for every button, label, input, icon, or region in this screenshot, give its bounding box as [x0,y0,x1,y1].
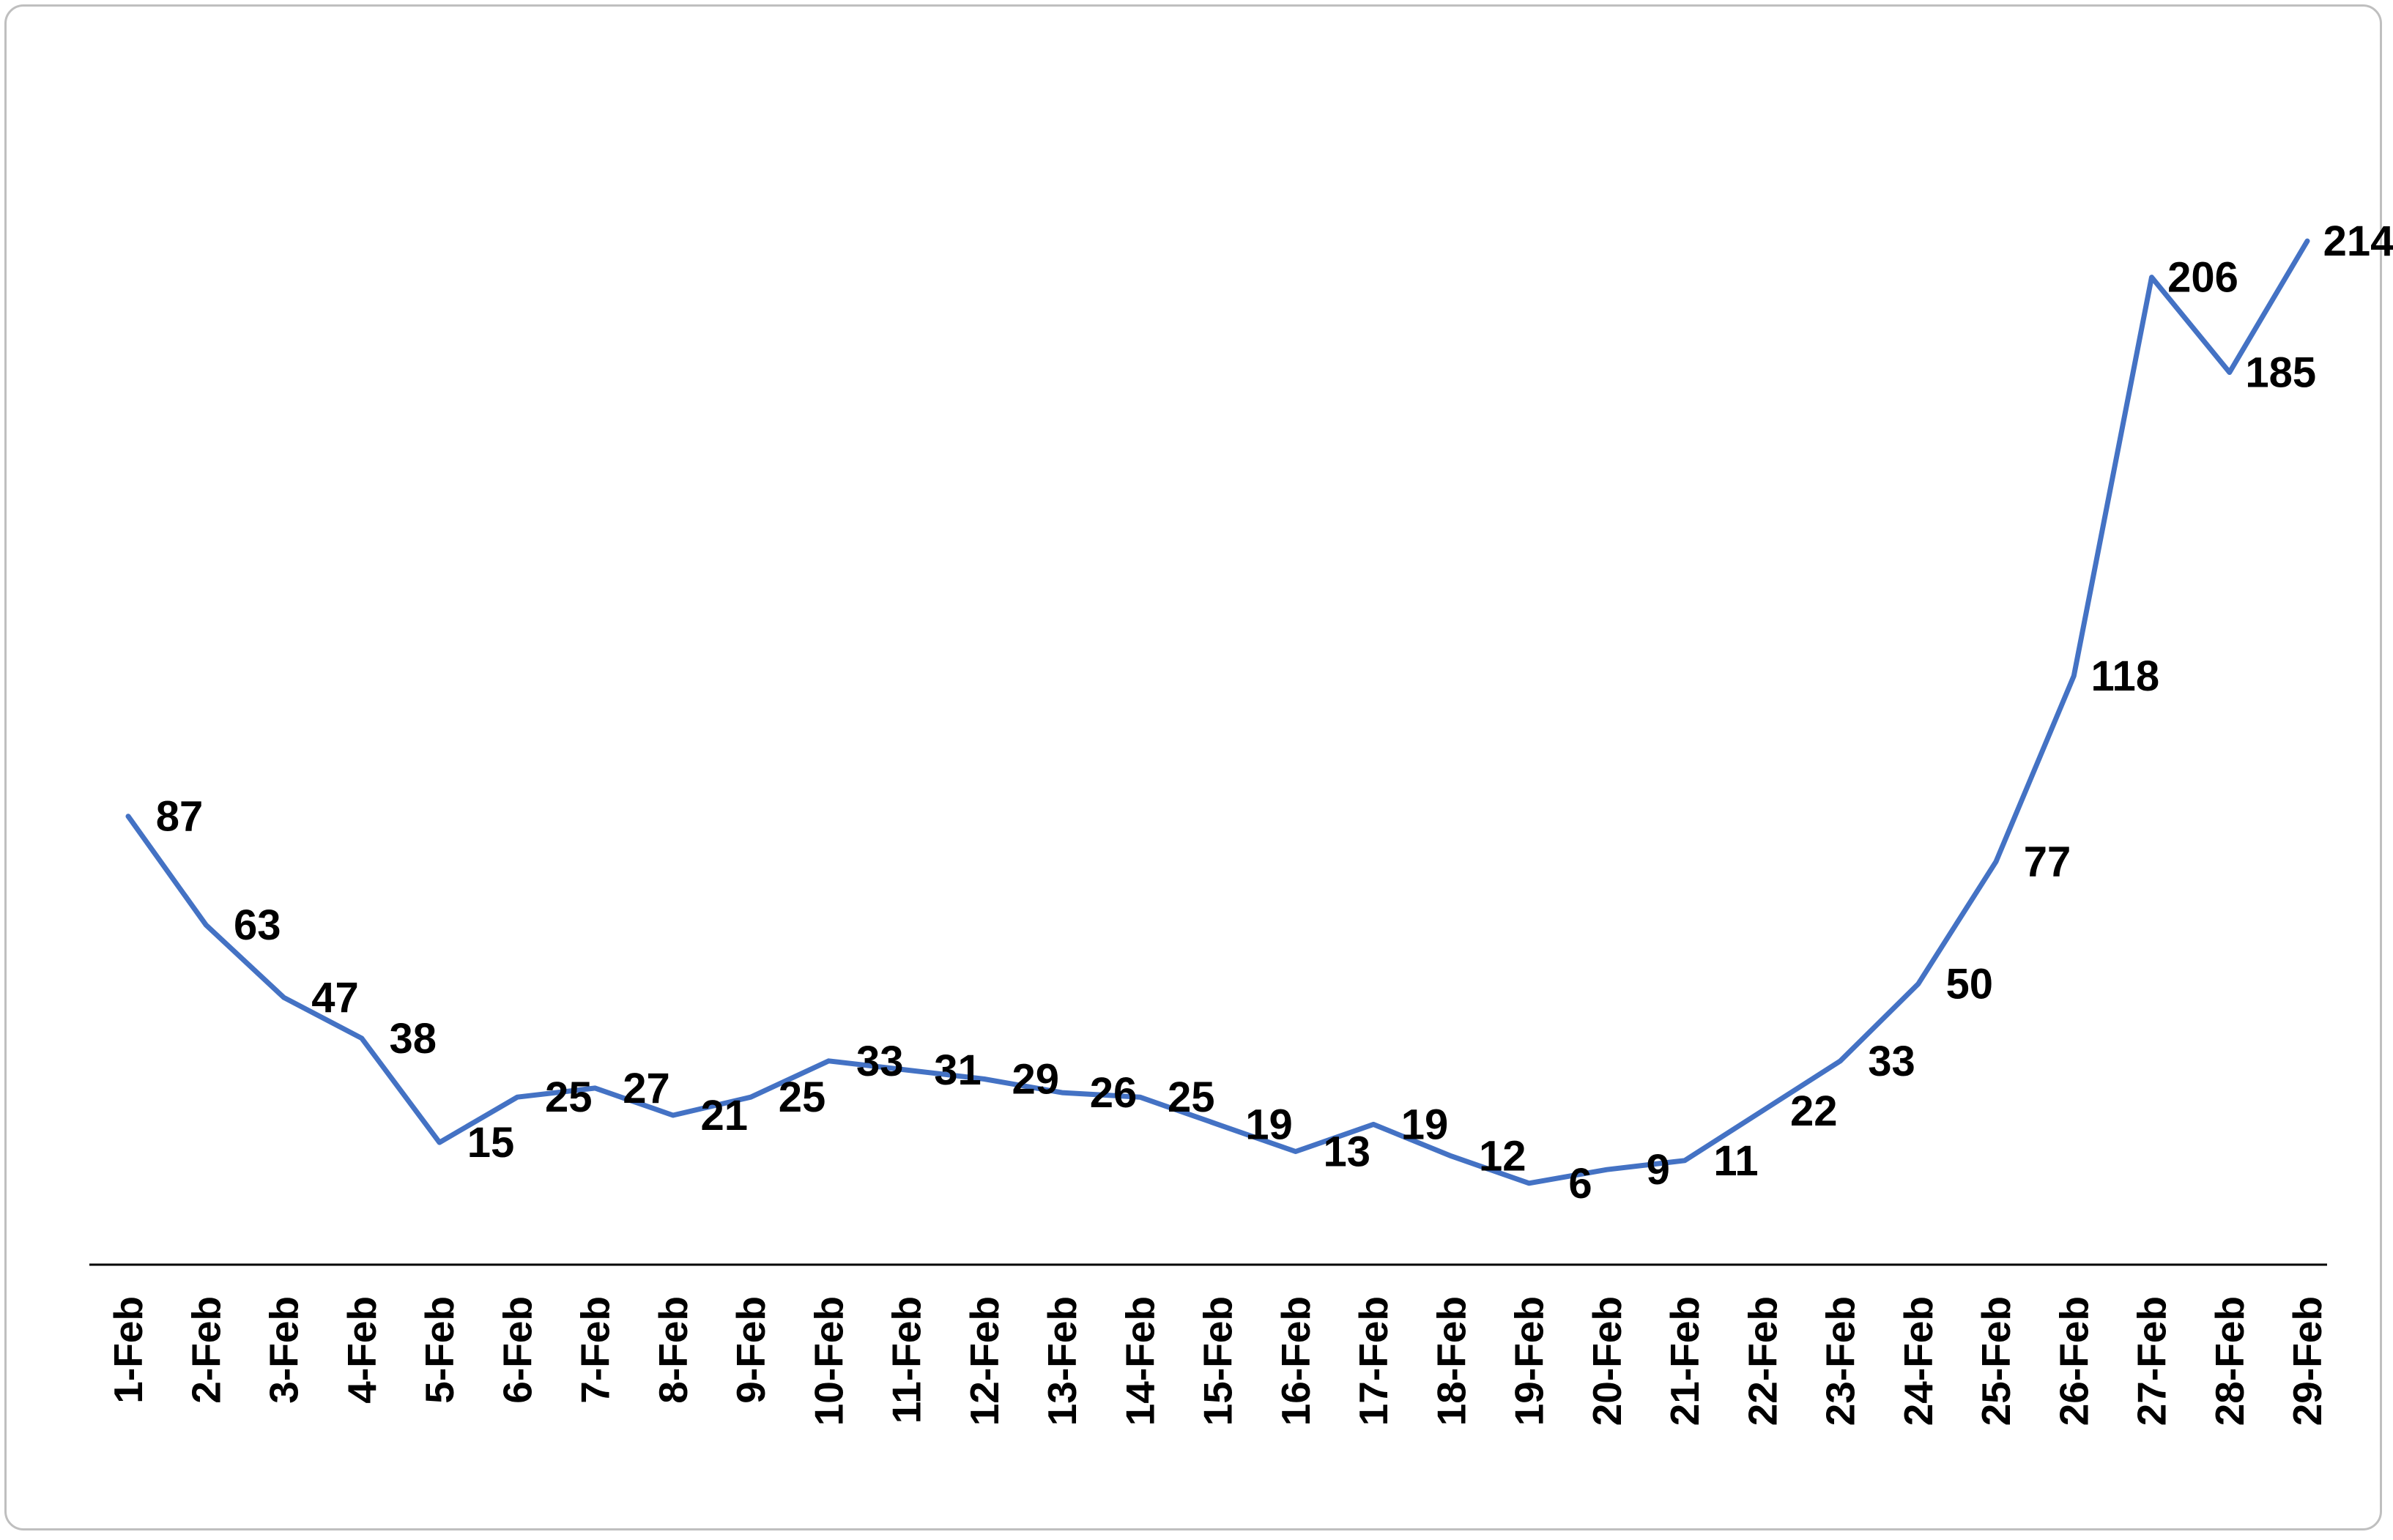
data-label-14-Feb: 25 [1168,1074,1215,1121]
data-label-8-Feb: 21 [701,1092,749,1139]
data-label-17-Feb: 19 [1401,1101,1449,1148]
series-line [125,238,2310,1186]
data-label-11-Feb: 31 [934,1046,982,1094]
x-tick-7-Feb: 7-Feb [573,1296,618,1404]
data-label-1-Feb: 87 [156,793,204,841]
data-label-15-Feb: 19 [1245,1101,1293,1148]
data-label-12-Feb: 29 [1012,1056,1060,1104]
data-label-27-Feb: 206 [2167,254,2238,302]
x-tick-25-Feb: 25-Feb [1973,1296,2019,1426]
data-label-7-Feb: 27 [623,1065,670,1112]
data-label-21-Feb: 11 [1713,1137,1758,1185]
data-label-4-Feb: 38 [390,1015,437,1063]
x-tick-9-Feb: 9-Feb [728,1296,773,1404]
data-label-10-Feb: 33 [856,1038,904,1085]
x-tick-12-Feb: 12-Feb [962,1296,1007,1426]
x-tick-5-Feb: 5-Feb [417,1296,462,1404]
x-tick-26-Feb: 26-Feb [2051,1296,2096,1426]
x-tick-19-Feb: 19-Feb [1507,1296,1552,1426]
x-tick-1-Feb: 1-Feb [105,1296,151,1404]
data-label-19-Feb: 6 [1568,1160,1592,1208]
data-label-22-Feb: 22 [1790,1087,1838,1135]
data-label-9-Feb: 25 [779,1074,826,1121]
x-tick-10-Feb: 10-Feb [806,1296,851,1426]
x-tick-2-Feb: 2-Feb [183,1296,229,1404]
data-label-25-Feb: 77 [2024,838,2071,886]
x-tick-27-Feb: 27-Feb [2129,1296,2175,1426]
data-label-26-Feb: 118 [2091,652,2160,700]
chart-frame [4,4,2382,1530]
x-tick-15-Feb: 15-Feb [1195,1296,1241,1426]
x-tick-17-Feb: 17-Feb [1351,1296,1396,1426]
x-tick-20-Feb: 20-Feb [1584,1296,1630,1426]
data-label-2-Feb: 63 [234,901,281,949]
data-label-6-Feb: 25 [545,1074,593,1121]
x-tick-18-Feb: 18-Feb [1428,1296,1474,1426]
x-tick-11-Feb: 11-Feb [884,1296,930,1424]
x-tick-28-Feb: 28-Feb [2207,1296,2252,1426]
x-tick-16-Feb: 16-Feb [1273,1296,1318,1426]
x-tick-labels: 1-Feb 2-Feb 3-Feb 4-Feb 5-Feb 6-Feb 7-Feb 8-Feb… [105,1296,2330,1426]
x-tick-22-Feb: 22-Feb [1740,1296,1785,1426]
x-tick-8-Feb: 8-Feb [650,1296,696,1404]
data-label-13-Feb: 26 [1090,1069,1138,1117]
data-label-28-Feb: 185 [2245,349,2316,397]
x-tick-3-Feb: 3-Feb [261,1296,307,1404]
x-tick-13-Feb: 13-Feb [1039,1296,1085,1426]
data-label-24-Feb: 50 [1946,961,1994,1008]
data-label-29-Feb: 214 [2323,217,2393,265]
data-label-5-Feb: 15 [467,1119,515,1167]
x-tick-6-Feb: 6-Feb [494,1296,540,1404]
x-tick-23-Feb: 23-Feb [1818,1296,1863,1426]
x-tick-29-Feb: 29-Feb [2285,1296,2330,1426]
data-label-3-Feb: 47 [311,974,359,1022]
x-tick-14-Feb: 14-Feb [1117,1296,1162,1426]
data-labels: 87 63 47 38 15 25 27 21 25 33 31 29 26 25 19 13 19 12 6 9 11… [156,217,2393,1208]
data-label-20-Feb: 9 [1647,1146,1670,1194]
x-tick-24-Feb: 24-Feb [1896,1296,1941,1426]
data-label-23-Feb: 33 [1868,1038,1915,1085]
x-tick-21-Feb: 21-Feb [1662,1296,1707,1426]
data-label-16-Feb: 13 [1324,1128,1371,1176]
x-tick-4-Feb: 4-Feb [339,1296,385,1404]
data-label-18-Feb: 12 [1479,1133,1526,1180]
